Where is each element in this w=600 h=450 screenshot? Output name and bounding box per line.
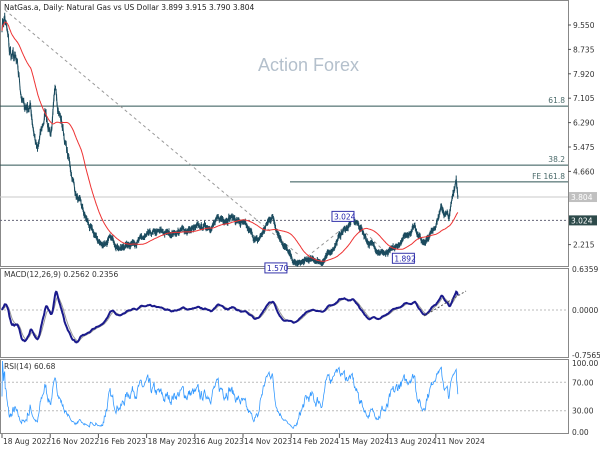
macd-tick-label: 0.0000 — [572, 306, 598, 315]
support-label: 3.024 — [571, 216, 593, 225]
chart-title: NatGas.a, Daily: Natural Gas vs US Dolla… — [4, 3, 255, 12]
price-annotation: 1.570 — [267, 264, 289, 273]
y-tick-label: 5.475 — [573, 143, 595, 152]
x-tick-label: 13 Aug 2024 — [389, 437, 437, 446]
fib-level-label: 38.2 — [548, 155, 565, 164]
macd-tick-label: -0.7565 — [572, 351, 600, 360]
rsi-panel — [0, 359, 569, 434]
fib-level-label: 61.8 — [548, 96, 565, 105]
y-tick-label: 7.105 — [573, 94, 595, 103]
trendline — [4, 9, 301, 257]
y-tick-label: 9.550 — [573, 21, 595, 30]
y-tick-label: 2.215 — [573, 241, 595, 250]
price-annotation: 1.892 — [394, 254, 416, 263]
price-annotation: 3.024 — [334, 212, 356, 221]
price-bars — [1, 12, 459, 267]
x-tick-label: 14 Feb 2024 — [292, 437, 339, 446]
fib-level-label: FE 161.8 — [532, 172, 565, 181]
x-tick-label: 16 Feb 2023 — [99, 437, 146, 446]
watermark: Action Forex — [258, 55, 360, 75]
macd-tick-label: 0.6359 — [572, 265, 598, 274]
main-panel — [0, 0, 569, 267]
x-tick-label: 16 Nov 2022 — [51, 437, 99, 446]
rsi-tick-label: 0.00 — [572, 428, 589, 437]
y-tick-label: 8.735 — [573, 45, 595, 54]
rsi-label: RSI(14) 60.68 — [4, 362, 56, 371]
current-price-label: 3.804 — [571, 193, 593, 202]
price-line — [1, 15, 459, 265]
x-tick-label: 16 Aug 2023 — [196, 437, 244, 446]
y-tick-label: 4.660 — [573, 167, 595, 176]
price-annotation-box — [331, 210, 355, 222]
x-tick-label: 18 May 2023 — [148, 437, 197, 446]
rsi-tick-label: 100.00 — [572, 359, 598, 368]
price-annotation-box — [391, 252, 415, 264]
moving-average-line — [1, 21, 459, 262]
y-tick-label: 7.920 — [573, 70, 595, 79]
macd-trendline — [423, 290, 467, 317]
rsi-tick-label: 70.00 — [572, 378, 594, 387]
y-tick-label: 6.290 — [573, 119, 595, 128]
rsi-tick-label: 30.00 — [572, 407, 594, 416]
x-tick-label: 14 Nov 2023 — [244, 437, 292, 446]
x-tick-label: 11 Nov 2024 — [437, 437, 485, 446]
price-annotation-box — [264, 262, 288, 274]
macd-line — [1, 290, 459, 344]
macd-label: MACD(12,26,9) 0.2562 0.2356 — [4, 270, 118, 279]
current-price-badge — [569, 192, 597, 203]
x-tick-label: 18 Aug 2022 — [3, 437, 51, 446]
x-tick-label: 15 May 2024 — [340, 437, 389, 446]
macd-panel — [0, 268, 569, 358]
rsi-line — [1, 360, 459, 429]
support-badge — [569, 215, 597, 226]
